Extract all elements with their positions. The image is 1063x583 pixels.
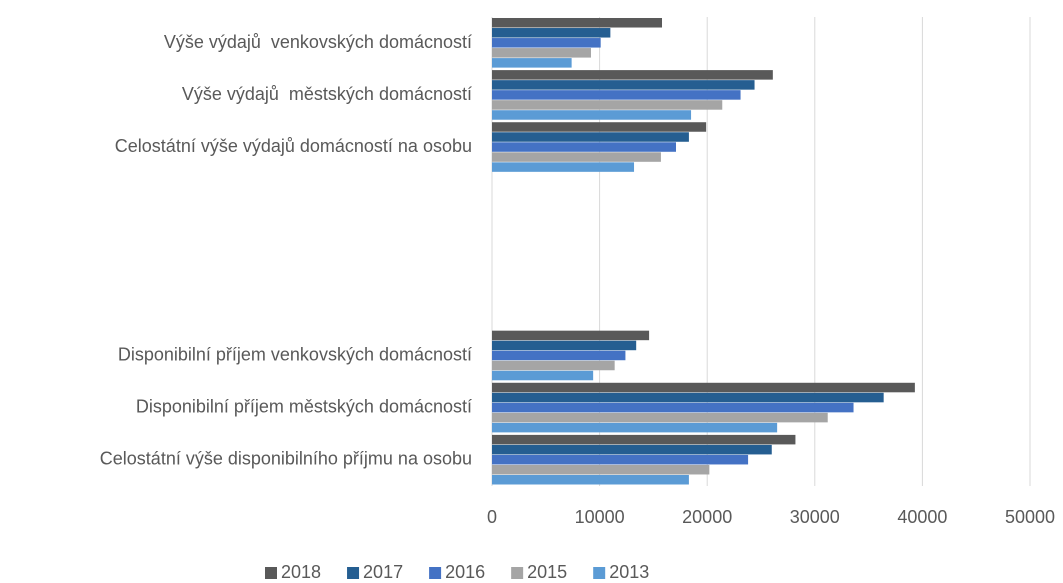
- bar: [492, 340, 637, 351]
- x-tick-label: 40000: [897, 507, 947, 527]
- x-tick-label: 20000: [682, 507, 732, 527]
- legend-swatch: [265, 567, 277, 579]
- legend-swatch: [511, 567, 524, 579]
- y-tick-label: Výše výdajů městských domácností: [182, 84, 472, 104]
- bar: [492, 464, 710, 475]
- bar: [492, 90, 741, 100]
- bar: [492, 70, 773, 80]
- y-tick-label: Celostátní výše výdajů domácností na oso…: [115, 136, 472, 156]
- bar: [492, 474, 689, 485]
- bar: [492, 444, 772, 455]
- bar: [492, 360, 615, 371]
- legend-label: 2017: [363, 562, 403, 582]
- bar: [492, 18, 663, 28]
- legend-label: 2018: [281, 562, 321, 582]
- bar: [492, 330, 650, 341]
- bar: [492, 152, 661, 162]
- bar: [492, 350, 626, 361]
- bar: [492, 402, 854, 413]
- y-tick-label: Výše výdajů venkovských domácností: [164, 32, 472, 52]
- legend-label: 2016: [445, 562, 485, 582]
- legend-label: 2015: [527, 562, 567, 582]
- bar: [492, 382, 915, 393]
- bar: [492, 122, 707, 132]
- bar: [492, 80, 755, 90]
- bar: [492, 110, 692, 120]
- bar: [492, 142, 676, 152]
- bar: [492, 58, 572, 68]
- bar: [492, 392, 884, 403]
- y-tick-label: Celostátní výše disponibilního příjmu na…: [100, 449, 472, 469]
- bar: [492, 370, 594, 381]
- bar: [492, 454, 749, 465]
- legend-label: 2013: [609, 562, 649, 582]
- x-tick-label: 10000: [575, 507, 625, 527]
- x-tick-label: 0: [487, 507, 497, 527]
- legend-swatch: [347, 567, 360, 579]
- y-tick-label: Disponibilní příjem venkovských domácnos…: [118, 344, 472, 364]
- bar: [492, 422, 778, 433]
- bar: [492, 132, 689, 142]
- bar: [492, 412, 828, 423]
- bar: [492, 434, 796, 445]
- bar: [492, 162, 635, 172]
- bar: [492, 48, 591, 58]
- legend-swatch: [429, 567, 442, 579]
- legend-swatch: [593, 567, 606, 579]
- bar: [492, 28, 611, 38]
- y-tick-label: Disponibilní příjem městských domácností: [136, 397, 472, 417]
- x-tick-label: 50000: [1005, 507, 1055, 527]
- bar: [492, 38, 601, 48]
- bar: [492, 100, 723, 110]
- x-tick-label: 30000: [790, 507, 840, 527]
